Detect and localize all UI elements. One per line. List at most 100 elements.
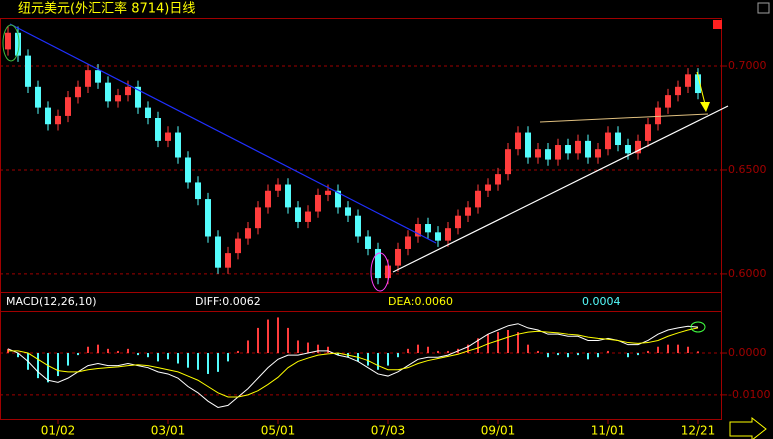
arrow-head — [700, 102, 710, 112]
candle-body — [125, 86, 131, 96]
diff-line — [7, 323, 699, 408]
candle-body — [605, 132, 611, 150]
chart-title: 纽元美元(外汇汇率 8714)日线 — [18, 1, 195, 17]
candle-body — [305, 211, 311, 222]
candle-body — [315, 194, 321, 212]
candle-body — [225, 253, 231, 268]
candle-body — [495, 174, 501, 185]
candle-body — [535, 149, 541, 158]
candle-body — [25, 55, 31, 87]
candle-body — [455, 215, 461, 229]
candle-body — [355, 215, 361, 237]
candle-body — [265, 190, 271, 208]
candle-body — [175, 132, 181, 158]
plot: 0.6000 0.6500 0.7000 01/02 03/01 05/01 07/03 09… — [0, 26, 770, 438]
candle-body — [565, 145, 571, 154]
candle-body — [575, 140, 581, 154]
corner-box — [713, 20, 722, 29]
candle-body — [275, 184, 281, 191]
candle-body — [15, 32, 21, 56]
candle-body — [475, 190, 481, 208]
candle-body — [485, 184, 491, 191]
candle-body — [45, 107, 51, 125]
y-tick-label: 0.7000 — [728, 59, 767, 72]
candle-body — [665, 95, 671, 108]
macd-label: 0.0004 — [582, 295, 621, 308]
highlight-ellipse — [2, 24, 20, 62]
arrow — [696, 71, 706, 105]
x-tick-label: 01/02 — [41, 424, 76, 438]
frame — [0, 18, 722, 420]
y-tick-label: 0.6500 — [728, 163, 767, 176]
candle-body — [615, 132, 621, 146]
candle-body — [545, 149, 551, 160]
candle-body — [65, 97, 71, 116]
candle-body — [415, 224, 421, 237]
candle-body — [135, 86, 141, 108]
candle-body — [285, 184, 291, 208]
candle-body — [295, 207, 301, 222]
candle-body — [435, 232, 441, 241]
candle-body — [385, 265, 391, 279]
trend-line — [392, 105, 729, 273]
candle-body — [5, 32, 11, 50]
candle-body — [425, 224, 431, 233]
trend-line — [539, 113, 709, 123]
candle-body — [685, 74, 691, 87]
candle-body — [215, 236, 221, 268]
candle-body — [395, 248, 401, 266]
dea-line — [8, 327, 699, 398]
x-tick-label: 07/03 — [371, 424, 406, 438]
x-tick-label: 03/01 — [151, 424, 186, 438]
candle-body — [255, 207, 261, 229]
dea-label: DEA:0.0060 — [388, 295, 453, 308]
candle-body — [85, 70, 91, 87]
candle-body — [75, 86, 81, 98]
diff-label: DIFF:0.0062 — [195, 295, 261, 308]
x-tick-label: 05/01 — [261, 424, 296, 438]
macd-title: MACD(12,26,10) — [6, 295, 97, 308]
candle-body — [635, 140, 641, 154]
y-tick-label: 0.6000 — [728, 267, 767, 280]
highlight-ellipse — [370, 252, 390, 292]
scroll-arrow[interactable] — [729, 416, 767, 439]
candle-body — [235, 238, 241, 254]
x-tick-label: 11/01 — [591, 424, 626, 438]
candle-body — [145, 107, 151, 118]
candle-body — [595, 149, 601, 158]
candle-body — [115, 95, 121, 102]
candle-body — [585, 140, 591, 158]
candle-body — [55, 115, 61, 125]
candle-body — [625, 145, 631, 154]
candle-body — [335, 190, 341, 208]
candle-body — [645, 124, 651, 141]
candle-body — [375, 248, 381, 279]
y-tick-label: -0.0100 — [728, 388, 770, 401]
candle-body — [155, 117, 161, 141]
candle-body — [405, 236, 411, 249]
candle-body — [445, 228, 451, 241]
candle-body — [165, 132, 171, 141]
candle-body — [695, 74, 701, 94]
candle-body — [675, 86, 681, 96]
candle-body — [515, 132, 521, 150]
candle-body — [505, 149, 511, 175]
trend-line — [9, 23, 437, 244]
candle-body — [345, 207, 351, 216]
highlight-ellipse — [690, 321, 706, 333]
candle-body — [35, 86, 41, 108]
candle-body — [205, 199, 211, 237]
candle-body — [465, 207, 471, 216]
candle-body — [195, 182, 201, 200]
candle-body — [555, 145, 561, 160]
candle-body — [325, 190, 331, 195]
window-box — [757, 2, 770, 14]
candle-body — [365, 236, 371, 249]
candle-body — [185, 157, 191, 183]
candle-body — [105, 82, 111, 102]
candle-body — [95, 70, 101, 83]
x-tick-label: 09/01 — [481, 424, 516, 438]
y-tick-label: 0.0000 — [728, 346, 767, 359]
